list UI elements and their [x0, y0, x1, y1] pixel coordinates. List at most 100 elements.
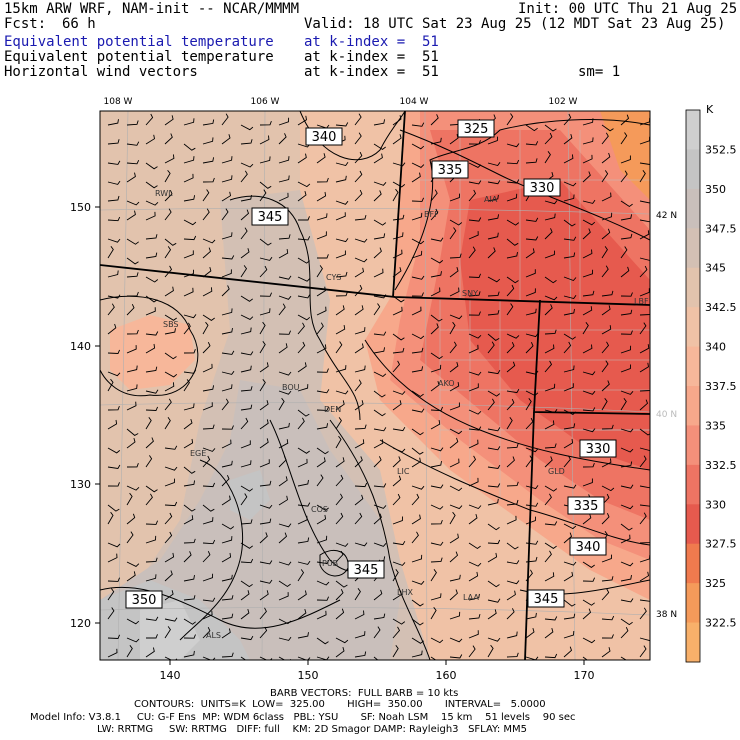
wind-barb	[202, 238, 216, 244]
wind-barb	[449, 287, 460, 297]
wind-barb	[582, 637, 596, 644]
contour-label: 325	[457, 119, 495, 138]
wind-barb	[639, 541, 650, 544]
wind-barb	[601, 265, 609, 278]
wind-barb	[354, 284, 363, 297]
wind-barb	[145, 343, 156, 354]
wind-barb	[164, 570, 173, 582]
wind-barb	[183, 269, 194, 278]
wind-barb	[202, 342, 211, 354]
wind-barb	[620, 170, 628, 183]
wind-barb	[563, 252, 576, 259]
wind-barb	[278, 397, 285, 411]
wind-barb	[354, 424, 367, 430]
wind-barb	[392, 645, 399, 658]
wind-barb	[240, 656, 253, 660]
wind-barb	[259, 590, 269, 601]
wind-barb	[183, 418, 193, 430]
wind-barb	[639, 607, 647, 620]
wind-barb	[335, 271, 348, 278]
y-tick-label: 130	[70, 478, 91, 491]
wind-barb	[506, 481, 519, 487]
wind-barb	[563, 423, 576, 430]
wind-barb	[544, 124, 557, 132]
wind-barb	[145, 535, 157, 544]
wind-barb	[430, 420, 441, 430]
wind-barb	[392, 295, 405, 303]
wind-barb	[487, 446, 501, 451]
wind-barb	[259, 504, 273, 509]
wind-barb	[183, 515, 194, 525]
wind-barb	[468, 217, 482, 222]
wind-barb	[221, 628, 231, 639]
wind-barb	[316, 504, 329, 511]
wind-barb	[297, 447, 310, 454]
wind-barb	[449, 402, 460, 411]
wind-barb	[449, 458, 460, 468]
colorbar-label: 322.5	[705, 617, 737, 630]
colorbar-label: 352.5	[705, 143, 737, 156]
wind-barb	[259, 626, 268, 639]
wind-barb	[183, 379, 190, 392]
wind-barb	[183, 219, 197, 226]
wind-barb	[506, 398, 515, 411]
wind-barb	[145, 647, 155, 658]
wind-barb	[183, 618, 196, 625]
svg-text:335: 335	[438, 163, 463, 178]
wind-barb	[107, 405, 120, 411]
wind-barb	[126, 141, 140, 146]
wind-barb	[468, 311, 481, 316]
wind-barb	[563, 571, 574, 582]
wind-barb	[487, 398, 495, 411]
left-axis-labels: 150 140 130 120	[70, 201, 91, 630]
wind-barb	[354, 494, 364, 506]
wind-barb	[240, 365, 252, 373]
wind-barb	[183, 118, 195, 126]
wind-barb	[411, 250, 423, 259]
wind-barb	[582, 199, 596, 204]
wind-barb	[639, 389, 650, 392]
wind-barb	[221, 523, 235, 530]
wind-barb	[107, 294, 121, 299]
wind-barb	[620, 656, 633, 660]
wind-barb	[392, 561, 406, 566]
wind-barb	[164, 626, 171, 639]
wind-barb	[582, 171, 591, 183]
wind-barb	[430, 364, 442, 373]
wind-barb	[373, 303, 381, 316]
wind-barb	[126, 210, 136, 221]
wind-barb	[563, 276, 577, 282]
wind-barb	[487, 483, 501, 488]
colorbar-label: 330	[705, 498, 726, 511]
colorbar-label: 325	[705, 577, 726, 590]
wind-barb	[582, 137, 594, 145]
wind-barb	[373, 294, 387, 299]
wind-barb	[639, 170, 646, 183]
wind-barb	[298, 216, 310, 221]
wind-barb	[240, 635, 254, 641]
wind-barb	[145, 557, 158, 563]
colorbar-swatch	[686, 110, 700, 150]
city-label: LAA	[463, 593, 479, 602]
wind-barb	[544, 295, 558, 301]
wind-barb	[240, 460, 252, 468]
wind-barb	[202, 189, 210, 202]
wind-barb	[411, 197, 425, 202]
wind-barb	[316, 231, 327, 240]
wind-barb	[620, 364, 631, 373]
wind-barb	[582, 154, 593, 164]
colorbar-swatch	[686, 228, 700, 269]
wind-barb	[506, 284, 515, 297]
wind-barb	[468, 455, 477, 468]
wind-barb	[335, 400, 345, 411]
wind-barb	[430, 237, 444, 242]
wind-barb	[335, 250, 346, 259]
wind-barb	[259, 256, 273, 261]
wind-barb	[601, 380, 610, 392]
wind-barb	[278, 618, 292, 625]
colorbar-label: 350	[705, 183, 726, 196]
wind-barb	[563, 455, 571, 468]
right-lat-labels: 42 N 40 N 38 N	[656, 211, 677, 620]
wind-barb	[430, 607, 437, 620]
wind-barb	[126, 561, 140, 567]
